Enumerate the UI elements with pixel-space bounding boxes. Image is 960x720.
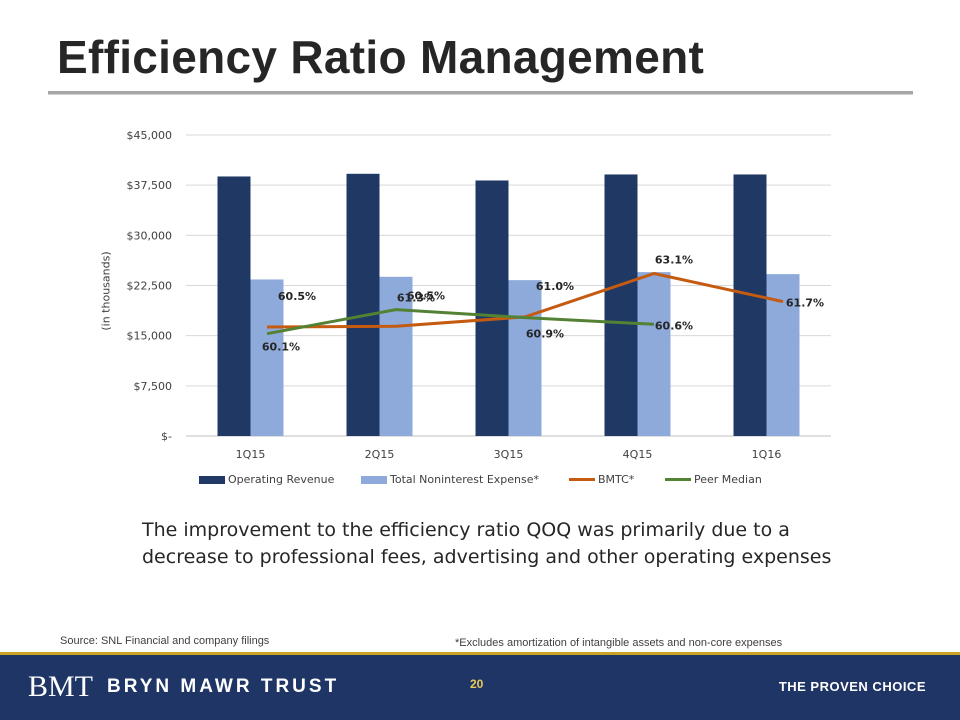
y-tick-label: $45,000	[127, 129, 173, 142]
legend-label: Total Noninterest Expense*	[390, 473, 539, 486]
data-label: 60.6%	[655, 319, 693, 332]
data-label: 60.5%	[278, 290, 316, 303]
y-axis-label: (in thousands)	[99, 251, 113, 331]
y-tick-label: $22,500	[127, 280, 173, 293]
bar-operating-revenue	[604, 174, 638, 436]
title-divider	[48, 91, 913, 95]
data-label: 60.9%	[526, 328, 564, 341]
tagline: THE PROVEN CHOICE	[778, 679, 926, 694]
slide-title: Efficiency Ratio Management	[57, 31, 705, 83]
footer-bar: BMT BRYN MAWR TRUST 20 THE PROVEN CHOICE	[0, 652, 960, 720]
y-tick-label: $-	[161, 430, 172, 443]
logo-mark: BMT	[28, 670, 94, 703]
y-tick-label: $37,500	[127, 179, 173, 192]
data-label: 61.3%	[397, 292, 435, 305]
x-tick-label: 1Q15	[236, 448, 266, 461]
legend-swatch-bmtc	[569, 478, 595, 481]
legend-item-noninterest-expense: Total Noninterest Expense*	[361, 473, 539, 486]
x-tick-label: 1Q16	[752, 448, 782, 461]
legend-item-peer-median: Peer Median	[665, 473, 762, 486]
y-tick-label: $30,000	[127, 229, 173, 242]
bar-operating-revenue	[475, 180, 509, 436]
legend-label: BMTC*	[598, 473, 635, 486]
legend-label: Peer Median	[694, 473, 762, 486]
legend-item-operating-revenue: Operating Revenue	[199, 473, 334, 486]
x-tick-label: 2Q15	[365, 448, 395, 461]
data-label: 61.0%	[536, 280, 574, 293]
bar-total-noninterest-expense	[508, 280, 542, 436]
y-tick-label: $7,500	[134, 380, 173, 393]
data-label: 63.1%	[655, 253, 693, 266]
chart-legend: Operating Revenue Total Noninterest Expe…	[199, 473, 799, 491]
legend-swatch-peer-median	[665, 478, 691, 481]
legend-item-bmtc: BMTC*	[569, 473, 634, 486]
y-tick-label: $15,000	[127, 330, 173, 343]
x-tick-label: 3Q15	[494, 448, 524, 461]
page-number: 20	[470, 677, 484, 691]
legend-swatch-noninterest-expense	[361, 475, 387, 484]
footnote: *Excludes amortization of intangible ass…	[455, 637, 783, 649]
chart-plot: $- $7,500 $15,000 $22,500 $30,000 $37,500 $45,…	[127, 129, 831, 461]
legend-label: Operating Revenue	[228, 473, 335, 486]
commentary-text: The improvement to the efficiency ratio …	[142, 519, 832, 568]
legend-swatch-operating-revenue	[199, 475, 225, 484]
source-note: Source: SNL Financial and company filing…	[60, 635, 270, 647]
x-tick-label: 4Q15	[623, 448, 653, 461]
bar-operating-revenue	[733, 174, 767, 436]
bar-operating-revenue	[217, 176, 251, 436]
company-logo: BMT BRYN MAWR TRUST	[28, 670, 339, 704]
bar-operating-revenue	[346, 173, 380, 436]
bar-total-noninterest-expense	[379, 276, 413, 436]
bar-total-noninterest-expense	[637, 272, 671, 436]
data-label: 60.1%	[262, 341, 300, 354]
logo-name: BRYN MAWR TRUST	[107, 676, 340, 697]
data-label: 60.5%	[407, 289, 445, 302]
data-label: 61.7%	[786, 297, 824, 310]
bar-total-noninterest-expense	[250, 279, 284, 436]
efficiency-chart: $- $7,500 $15,000 $22,500 $30,000 $37,500 $45,…	[100, 120, 860, 500]
line-peer-median	[266, 308, 655, 336]
